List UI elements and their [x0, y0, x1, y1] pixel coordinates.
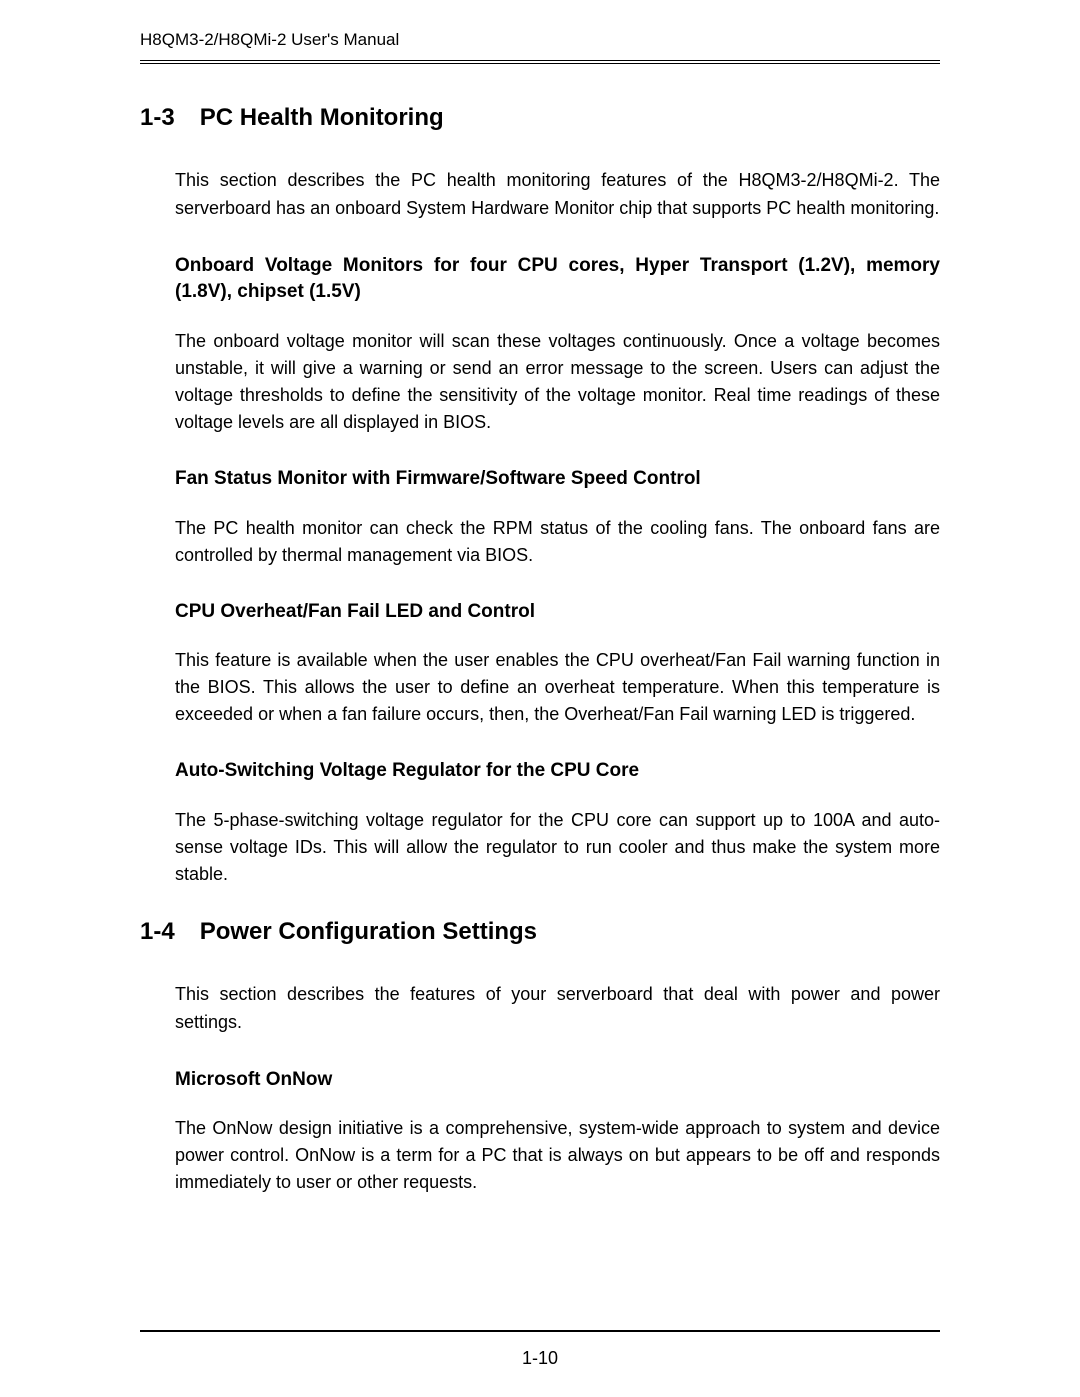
section-title: Power Configuration Settings — [200, 918, 537, 945]
page-header: H8QM3-2/H8QMi-2 User's Manual — [140, 30, 940, 64]
header-text: H8QM3-2/H8QMi-2 User's Manual — [140, 30, 399, 49]
footer-rule — [140, 1330, 940, 1332]
subsection-heading: Onboard Voltage Monitors for four CPU co… — [140, 253, 940, 306]
page-content: H8QM3-2/H8QMi-2 User's Manual 1-3 PC Heal… — [0, 0, 1080, 1196]
section-heading-1-4: 1-4 Power Configuration Settings — [140, 918, 940, 946]
section-number: 1-4 — [140, 918, 175, 946]
subsection-body: The 5-phase-switching voltage regulator … — [140, 807, 940, 888]
subsection-body: The PC health monitor can check the RPM … — [140, 515, 940, 569]
subsection-heading: Auto-Switching Voltage Regulator for the… — [140, 758, 940, 785]
subsection-heading: Fan Status Monitor with Firmware/Softwar… — [140, 466, 940, 493]
section-number: 1-3 — [140, 104, 175, 132]
subsection-body: This feature is available when the user … — [140, 647, 940, 728]
page-number: 1-10 — [0, 1348, 1080, 1369]
subsection-body: The onboard voltage monitor will scan th… — [140, 328, 940, 436]
section-intro: This section describes the features of y… — [140, 981, 940, 1037]
section-intro: This section describes the PC health mon… — [140, 167, 940, 223]
subsection-heading: CPU Overheat/Fan Fail LED and Control — [140, 599, 940, 626]
subsection-heading: Microsoft OnNow — [140, 1067, 940, 1094]
section-heading-1-3: 1-3 PC Health Monitoring — [140, 104, 940, 132]
subsection-body: The OnNow design initiative is a compreh… — [140, 1115, 940, 1196]
section-title: PC Health Monitoring — [200, 104, 444, 131]
